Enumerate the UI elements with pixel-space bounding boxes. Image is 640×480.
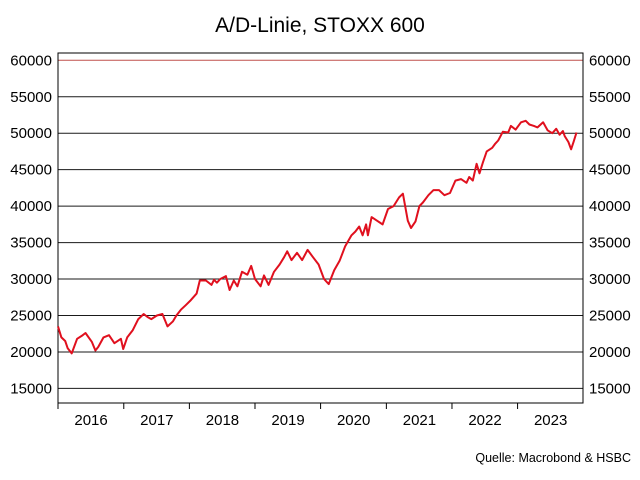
x-axis: 2016 2017 2018 2019 2020 2021 2022 2023: [57, 403, 567, 429]
y-tick-label-left: 45000: [10, 162, 52, 179]
x-tick-label: 2016: [74, 412, 107, 429]
x-tick-label: 2020: [337, 412, 370, 429]
y-tick-label-right: 40000: [589, 198, 631, 215]
y-tick-label-right: 35000: [589, 235, 631, 252]
y-tick-label-right: 15000: [589, 380, 631, 397]
y-tick-label-right: 30000: [589, 271, 631, 288]
y-tick-label-left: 60000: [10, 52, 52, 69]
x-tick-label: 2021: [403, 412, 436, 429]
y-tick-label-left: 55000: [10, 89, 52, 106]
x-tick-label: 2018: [206, 412, 239, 429]
y-tick-label-right: 25000: [589, 308, 631, 325]
gridlines: [58, 59, 583, 389]
y-tick-label-right: 55000: [589, 89, 631, 106]
plot-border: [57, 52, 584, 404]
y-tick-label-right: 50000: [589, 125, 631, 142]
plot-frame: [57, 52, 584, 404]
y-tick-label-left: 25000: [10, 308, 52, 325]
x-tick-label: 2022: [468, 412, 501, 429]
y-tick-label-right: 20000: [589, 344, 631, 361]
series-line-layer: [57, 119, 578, 355]
source-note: Quelle: Macrobond & HSBC: [475, 451, 631, 465]
chart-title: A/D-Linie, STOXX 600: [215, 14, 425, 37]
y-tick-label-left: 15000: [10, 380, 52, 397]
y-axis-right: 15000 20000 25000 30000 35000 40000 45000 50000…: [589, 52, 631, 397]
x-tick-label: 2023: [534, 412, 567, 429]
x-tick-label: 2019: [271, 412, 304, 429]
x-tick-label: 2017: [140, 412, 173, 429]
y-tick-label-left: 50000: [10, 125, 52, 142]
y-axis-left: 15000 20000 25000 30000 35000 40000 45000 50000…: [10, 52, 52, 397]
y-tick-label-left: 30000: [10, 271, 52, 288]
y-tick-label-left: 40000: [10, 198, 52, 215]
y-tick-label-right: 60000: [589, 52, 631, 69]
y-tick-label-left: 20000: [10, 344, 52, 361]
y-tick-label-right: 45000: [589, 162, 631, 179]
y-tick-label-left: 35000: [10, 235, 52, 252]
series-line: [57, 119, 578, 355]
